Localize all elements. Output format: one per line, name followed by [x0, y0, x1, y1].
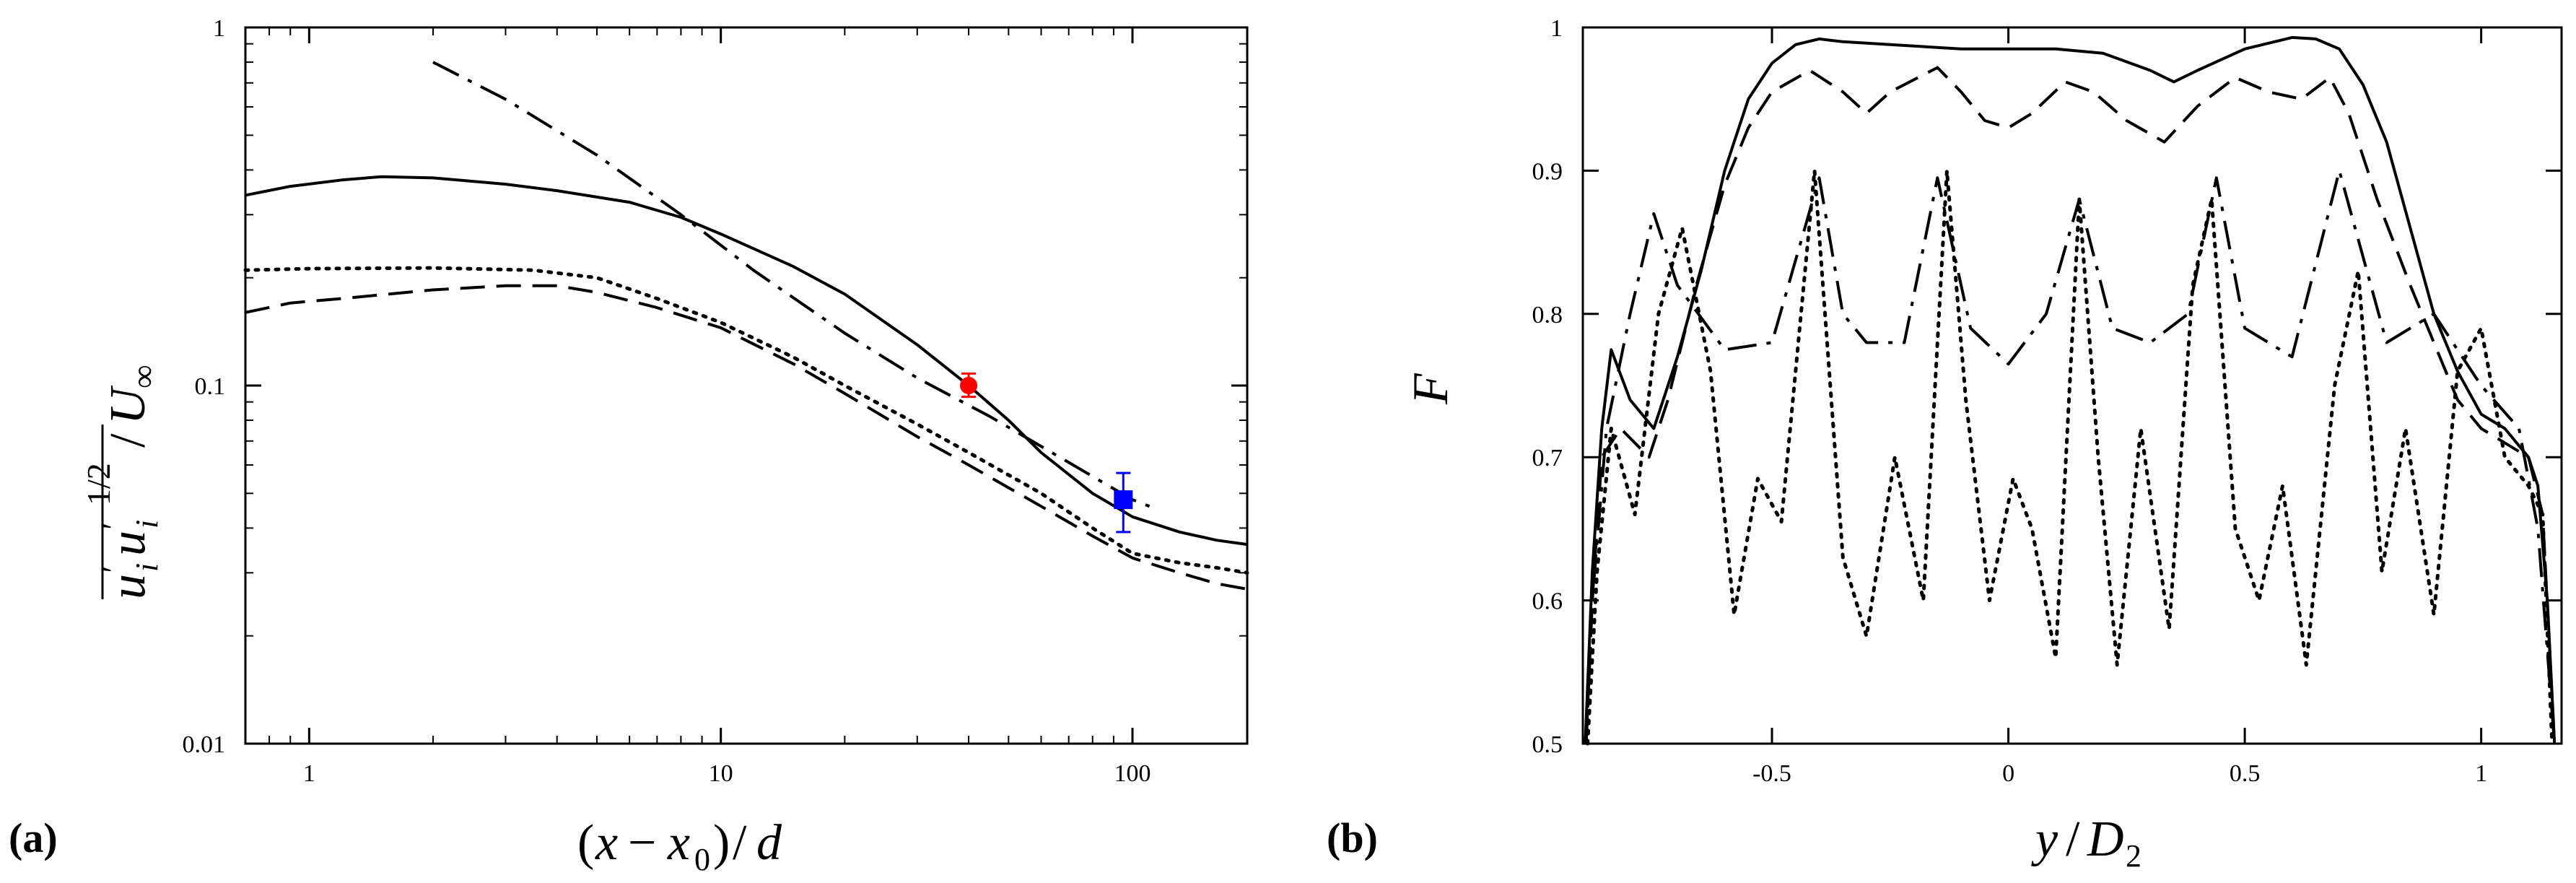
y-tick-label: 0.7 — [1532, 445, 1563, 471]
svg-text:−: − — [628, 815, 656, 871]
x-tick-label: -0.5 — [1752, 760, 1791, 787]
blue-square-marker — [1114, 490, 1133, 510]
svg-text:/: / — [2066, 812, 2080, 867]
svg-text:x: x — [667, 815, 690, 871]
y-tick-label: 1 — [1550, 15, 1563, 42]
x-tick-label: 10 — [709, 760, 733, 787]
markers-a — [960, 372, 1133, 534]
y-tick-label: 0.6 — [1532, 588, 1563, 615]
panel-label-a: (a) — [9, 814, 58, 861]
y-tick-label: 0.8 — [1532, 302, 1563, 329]
y-tick-label: 1 — [213, 15, 225, 42]
series-dashed — [245, 284, 1248, 591]
series-dashed — [1584, 66, 2557, 744]
svg-text:U: U — [100, 385, 156, 425]
ticks-a: 1 10 100 0.01 0.1 1 — [183, 15, 1247, 787]
plot-frame-b — [1581, 26, 2563, 745]
svg-text:2: 2 — [2126, 838, 2141, 874]
svg-text:u: u — [100, 574, 156, 599]
x-axis-label-a: ( x − x 0 ) / d — [577, 815, 782, 877]
x-tick-label: 1 — [303, 760, 315, 787]
panel-b: -0.5 0 0.5 1 0.5 0.6 0.7 0.8 0.9 1 (b) y / D 2 F — [1327, 15, 2563, 874]
x-tick-label: 100 — [1114, 760, 1151, 787]
svg-text:1/2: 1/2 — [80, 463, 117, 505]
svg-text:/: / — [100, 433, 156, 448]
y-tick-label: 0.9 — [1532, 158, 1563, 185]
svg-text:): ) — [713, 815, 730, 871]
y-axis-label-b: F — [1403, 373, 1459, 405]
panel-a: 1 10 100 0.01 0.1 1 (a) ( x − x 0 ) / d u ′ i… — [9, 15, 1249, 877]
plot-frame-a — [244, 26, 1249, 745]
svg-text:(: ( — [577, 815, 594, 871]
svg-text:x: x — [595, 815, 618, 871]
series-dotted — [1586, 168, 2554, 746]
series-solid — [1584, 35, 2557, 744]
series-a — [243, 61, 1249, 591]
x-tick-label: 1 — [2475, 760, 2487, 787]
ticks-b: -0.5 0 0.5 1 0.5 0.6 0.7 0.8 0.9 1 — [1532, 15, 2562, 787]
svg-text:i: i — [129, 520, 165, 529]
svg-text:u: u — [100, 531, 156, 556]
y-tick-label: 0.1 — [195, 373, 226, 400]
series-dash-dot — [1584, 169, 2557, 744]
x-axis-label-b: y / D 2 — [2031, 812, 2141, 874]
svg-text:′: ′ — [96, 567, 131, 575]
y-axis-label-a: u ′ i u ′ i 1/2 / U ∞ — [80, 365, 165, 599]
x-tick-label: 0 — [2002, 760, 2014, 787]
series-dotted — [243, 266, 1249, 575]
x-tick-label: 0.5 — [2230, 760, 2261, 787]
svg-text:y: y — [2031, 812, 2058, 867]
series-solid — [245, 175, 1248, 547]
svg-text:d: d — [756, 815, 782, 871]
red-circle-marker — [960, 377, 978, 394]
series-b — [1584, 35, 2557, 746]
svg-text:/: / — [733, 815, 747, 871]
svg-text:′: ′ — [96, 523, 131, 531]
series-dash-dot — [432, 61, 1151, 508]
y-tick-label: 0.5 — [1532, 731, 1563, 758]
svg-text:D: D — [2087, 812, 2124, 867]
y-tick-label: 0.01 — [183, 731, 226, 758]
svg-text:∞: ∞ — [125, 365, 162, 388]
svg-text:0: 0 — [694, 842, 710, 877]
panel-label-b: (b) — [1327, 814, 1378, 861]
svg-text:i: i — [129, 563, 165, 572]
